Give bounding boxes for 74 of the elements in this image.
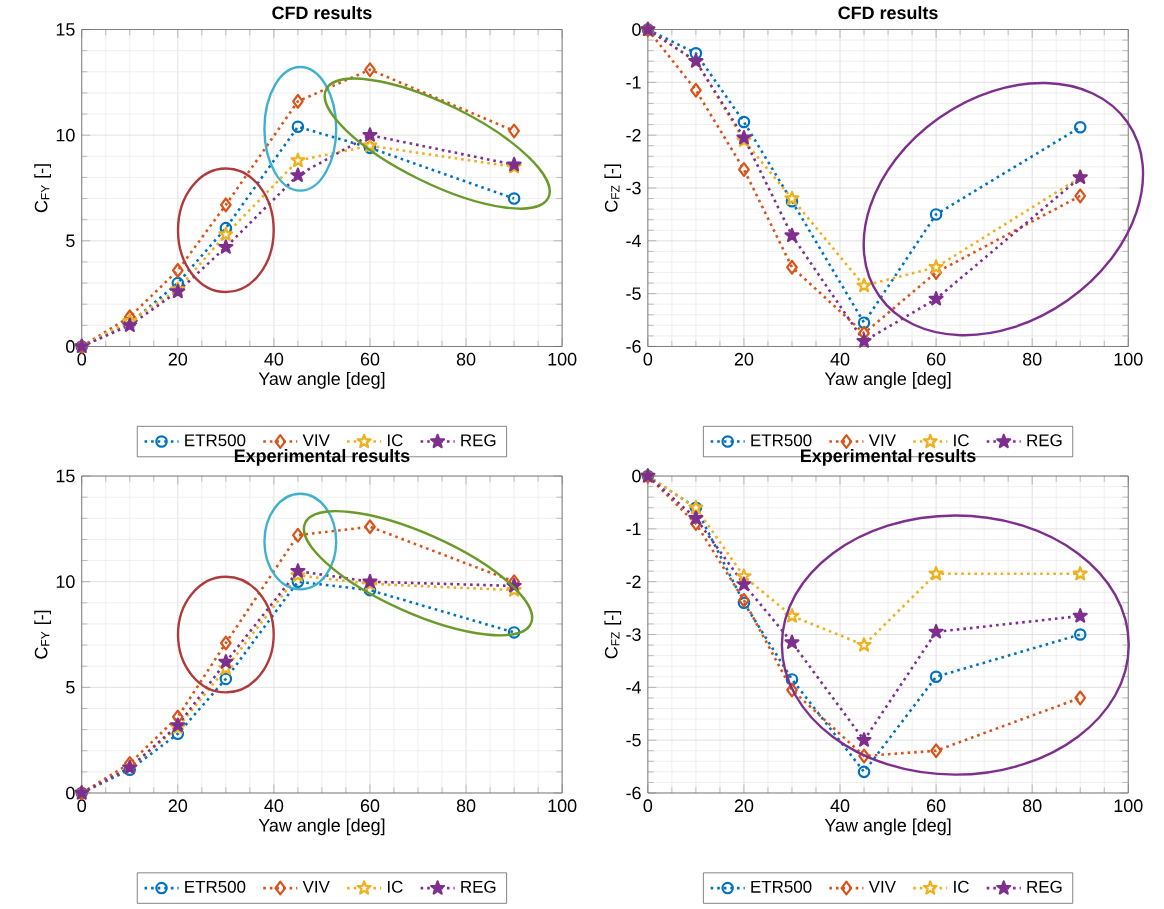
- y-tick-label: -3: [626, 628, 641, 642]
- legend-label: IC: [954, 434, 969, 447]
- x-axis-title: Yaw angle [deg]: [824, 818, 951, 836]
- x-tick-label: 80: [1022, 799, 1042, 813]
- x-axis-title: Yaw angle [deg]: [258, 372, 385, 389]
- y-tick-label: -5: [626, 287, 641, 301]
- legend-label: VIV: [302, 881, 330, 893]
- x-tick-label: 20: [168, 353, 188, 366]
- y-tick-label: 0: [66, 786, 75, 800]
- y-tick-label: 0: [632, 469, 641, 483]
- chart-title: Experimental results: [801, 449, 976, 466]
- y-axis-title: C$_{FZ}$ [-]: [604, 611, 622, 659]
- y-tick-label: -2: [626, 129, 641, 142]
- legend-label: IC: [387, 434, 403, 447]
- chart-title: Experimental results: [234, 449, 410, 466]
- x-tick-label: 60: [927, 353, 946, 366]
- y-tick-label: -2: [626, 575, 641, 589]
- chart-title: CFD results: [838, 6, 938, 20]
- x-tick-label: 20: [734, 799, 754, 813]
- y-tick-label: 5: [66, 234, 75, 248]
- y-tick-label: 15: [56, 23, 75, 36]
- y-tick-label: 10: [56, 575, 75, 589]
- x-tick-label: 100: [1114, 799, 1143, 813]
- legend-label: REG: [461, 434, 496, 447]
- y-tick-label: -5: [626, 734, 641, 747]
- x-tick-label: 100: [548, 799, 577, 813]
- x-tick-label: 40: [264, 799, 284, 813]
- x-tick-label: 0: [643, 353, 653, 366]
- x-tick-label: 100: [1114, 353, 1143, 366]
- legend-label: IC: [954, 881, 969, 893]
- y-tick-label: -3: [626, 181, 641, 195]
- y-tick-label: -4: [626, 681, 641, 694]
- x-tick-label: 80: [456, 799, 476, 813]
- x-tick-label: 0: [643, 799, 653, 813]
- legend-label: ETR500: [751, 434, 812, 447]
- x-tick-label: 40: [830, 353, 850, 366]
- x-tick-label: 0: [77, 353, 87, 366]
- legend-label: IC: [387, 881, 403, 893]
- y-tick-label: 10: [56, 129, 75, 142]
- y-axis-title: C$_{FZ}$ [-]: [604, 164, 622, 213]
- x-tick-label: 20: [168, 799, 188, 813]
- x-tick-label: 100: [548, 353, 577, 366]
- y-tick-label: -6: [626, 340, 641, 354]
- legend-label: VIV: [868, 434, 896, 447]
- legend-label: VIV: [302, 434, 330, 447]
- chart-title: CFD results: [272, 6, 372, 20]
- legend-label: REG: [1027, 434, 1062, 447]
- legend-label: VIV: [868, 881, 896, 893]
- y-axis-title: C$_{FY}$ [-]: [34, 164, 52, 213]
- legend-label: ETR500: [185, 434, 246, 447]
- x-tick-label: 60: [927, 799, 946, 813]
- y-axis-title: C$_{FY}$ [-]: [34, 610, 52, 659]
- legend-label: REG: [461, 881, 496, 893]
- x-tick-label: 60: [360, 799, 380, 813]
- legend-label: ETR500: [751, 881, 812, 893]
- y-tick-label: -4: [626, 234, 641, 248]
- y-tick-label: 0: [632, 23, 641, 37]
- x-tick-label: 80: [456, 353, 476, 366]
- y-tick-label: 15: [56, 469, 75, 483]
- y-tick-label: -6: [626, 786, 641, 800]
- legend-label: REG: [1027, 881, 1062, 893]
- x-tick-label: 20: [734, 353, 754, 366]
- x-tick-label: 60: [360, 353, 380, 366]
- y-tick-label: -1: [626, 522, 641, 536]
- x-tick-label: 0: [77, 799, 87, 813]
- y-tick-label: -1: [626, 76, 641, 89]
- y-tick-label: 0: [66, 340, 75, 354]
- x-tick-label: 40: [830, 799, 850, 813]
- x-tick-label: 80: [1022, 353, 1042, 366]
- x-tick-label: 40: [264, 353, 284, 366]
- legend-label: ETR500: [185, 881, 246, 893]
- x-axis-title: Yaw angle [deg]: [258, 818, 385, 836]
- y-tick-label: 5: [66, 681, 75, 694]
- x-axis-title: Yaw angle [deg]: [824, 372, 951, 389]
